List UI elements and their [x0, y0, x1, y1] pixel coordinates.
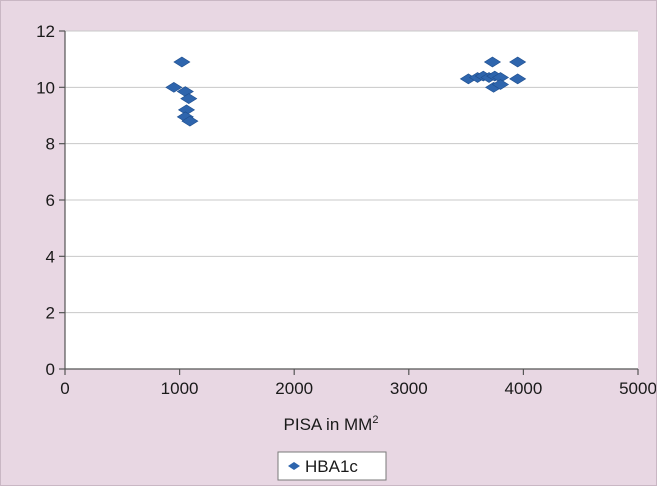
data-point — [509, 73, 527, 85]
x-axis-title-text: PISA in MM — [284, 415, 373, 434]
data-point — [165, 81, 183, 93]
legend-marker-icon — [288, 462, 300, 470]
y-tick-label: 12 — [36, 22, 55, 41]
data-point — [509, 56, 527, 68]
y-tick-label: 0 — [46, 360, 55, 379]
data-point — [181, 115, 199, 127]
y-tick-label: 2 — [46, 304, 55, 323]
axes: 0 2 4 6 8 10 12 0 1000 2000 3000 4000 5000 — [36, 22, 656, 398]
x-tick-label: 4000 — [504, 379, 542, 398]
x-tick-label: 0 — [60, 379, 69, 398]
data-point — [180, 93, 198, 104]
x-tick-label: 5000 — [619, 379, 656, 398]
legend: HBA1c — [277, 451, 387, 481]
data-point — [483, 56, 502, 68]
legend-label: HBA1c — [305, 457, 358, 476]
data-points — [165, 56, 527, 127]
y-tick-label: 4 — [46, 247, 55, 266]
data-point — [491, 79, 510, 90]
y-tick-label: 10 — [36, 78, 55, 97]
data-point — [491, 72, 510, 83]
x-axis-title-superscript: 2 — [372, 414, 378, 426]
x-tick-label: 1000 — [161, 379, 199, 398]
y-tick-label: 8 — [46, 135, 55, 154]
x-axis-title: PISA in MM2 — [284, 414, 379, 434]
x-tick-label: 3000 — [390, 379, 428, 398]
x-tick-label: 2000 — [275, 379, 313, 398]
y-tick-label: 6 — [46, 191, 55, 210]
gridlines — [65, 30, 638, 314]
data-point — [173, 56, 191, 68]
